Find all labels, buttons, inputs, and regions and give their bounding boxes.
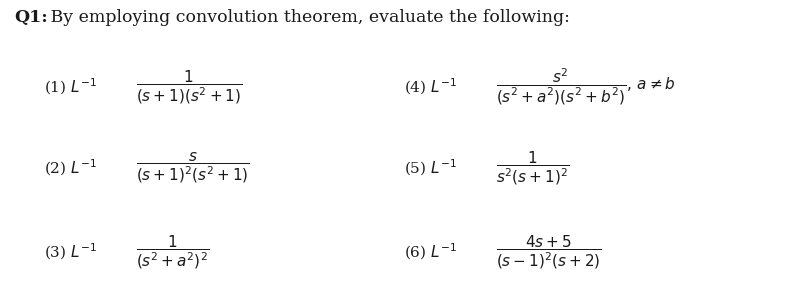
- Text: By employing convolution theorem, evaluate the following:: By employing convolution theorem, evalua…: [45, 9, 570, 26]
- Text: $\dfrac{4s+5}{(s-1)^2(s+2)}$: $\dfrac{4s+5}{(s-1)^2(s+2)}$: [496, 233, 602, 271]
- Text: $\dfrac{1}{(s^2+a^2)^2}$: $\dfrac{1}{(s^2+a^2)^2}$: [136, 233, 210, 271]
- Text: $\dfrac{1}{(s+1)(s^2+1)}$: $\dfrac{1}{(s+1)(s^2+1)}$: [136, 68, 242, 106]
- Text: (2) $L^{-1}$: (2) $L^{-1}$: [44, 158, 97, 178]
- Text: (3) $L^{-1}$: (3) $L^{-1}$: [44, 242, 97, 262]
- Text: $\dfrac{s^2}{(s^2+a^2)(s^2+b^2)},\,a\neq b$: $\dfrac{s^2}{(s^2+a^2)(s^2+b^2)},\,a\neq…: [496, 67, 676, 107]
- Text: (4) $L^{-1}$: (4) $L^{-1}$: [404, 77, 457, 97]
- Text: (6) $L^{-1}$: (6) $L^{-1}$: [404, 242, 457, 262]
- Text: $\dfrac{1}{s^2(s+1)^2}$: $\dfrac{1}{s^2(s+1)^2}$: [496, 149, 570, 187]
- Text: (1) $L^{-1}$: (1) $L^{-1}$: [44, 77, 97, 97]
- Text: Q1:: Q1:: [14, 9, 48, 26]
- Text: (5) $L^{-1}$: (5) $L^{-1}$: [404, 158, 457, 178]
- Text: $\dfrac{s}{(s+1)^2(s^2+1)}$: $\dfrac{s}{(s+1)^2(s^2+1)}$: [136, 151, 250, 185]
